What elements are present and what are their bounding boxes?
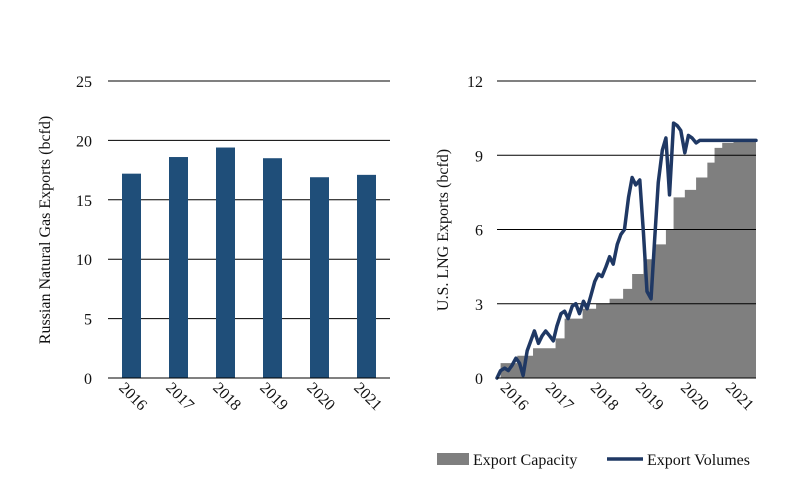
right-y-tick-label: 6 [475, 223, 483, 240]
legend-label-export-volumes: Export Volumes [647, 452, 750, 469]
right-y-tick-label: 0 [475, 371, 483, 388]
left-y-tick-label: 20 [76, 133, 92, 150]
bar-2020 [310, 177, 329, 378]
right-x-tick-label: 2019 [632, 379, 667, 414]
left-bars [122, 147, 376, 378]
left-gridlines [108, 80, 390, 320]
right-x-tick-label: 2020 [677, 379, 712, 414]
left-y-tick-label: 0 [84, 371, 92, 388]
right-x-ticks: 2016 2017 2018 2019 2020 2021 [497, 379, 757, 414]
left-y-tick-label: 5 [84, 312, 92, 329]
left-y-ticks: 0 5 10 15 20 25 [76, 74, 92, 388]
legend-label-export-capacity: Export Capacity [473, 452, 577, 469]
bar-2016 [122, 173, 141, 378]
left-y-tick-label: 25 [76, 74, 92, 91]
right-x-tick-label: 2016 [497, 379, 532, 414]
bar-2017 [169, 157, 188, 378]
russian-exports-chart: 0 5 10 15 20 25 2016 2017 2018 2019 2020 2021 Russ… [37, 74, 390, 414]
legend-swatch-export-capacity [437, 453, 469, 465]
right-y-tick-label: 12 [467, 74, 483, 91]
left-x-tick-label: 2019 [256, 379, 291, 414]
left-x-tick-label: 2016 [115, 379, 150, 414]
left-x-ticks: 2016 2017 2018 2019 2020 2021 [115, 379, 385, 414]
right-line [495, 121, 758, 380]
left-x-tick-label: 2021 [350, 379, 385, 414]
left-x-tick-label: 2017 [162, 379, 197, 414]
right-area [497, 140, 756, 378]
right-y-axis-label: U.S. LNG Exports (bcfd) [435, 149, 452, 311]
right-y-tick-label: 9 [475, 148, 483, 165]
left-x-tick-label: 2020 [303, 379, 338, 414]
left-x-tick-label: 2018 [209, 379, 244, 414]
bar-2019 [263, 158, 282, 378]
right-y-ticks: 0 3 6 9 12 [467, 74, 483, 388]
right-y-tick-label: 3 [475, 297, 483, 314]
bar-2018 [216, 147, 235, 378]
series-export-capacity [497, 140, 756, 378]
right-gridlines [497, 80, 756, 305]
left-y-axis-label: Russian Natural Gas Exports (bcfd) [37, 116, 54, 344]
right-x-tick-label: 2017 [542, 379, 577, 414]
bar-2021 [357, 174, 376, 378]
legend: Export Capacity Export Volumes [437, 452, 750, 469]
series-export-volumes [495, 121, 758, 380]
right-x-tick-label: 2018 [587, 379, 622, 414]
left-y-tick-label: 10 [76, 252, 92, 269]
us-lng-exports-chart: 0 3 6 9 12 2016 2017 2018 2019 2020 2021 U.S. LNG… [435, 74, 758, 469]
right-x-tick-label: 2021 [722, 379, 757, 414]
left-y-tick-label: 15 [76, 193, 92, 210]
